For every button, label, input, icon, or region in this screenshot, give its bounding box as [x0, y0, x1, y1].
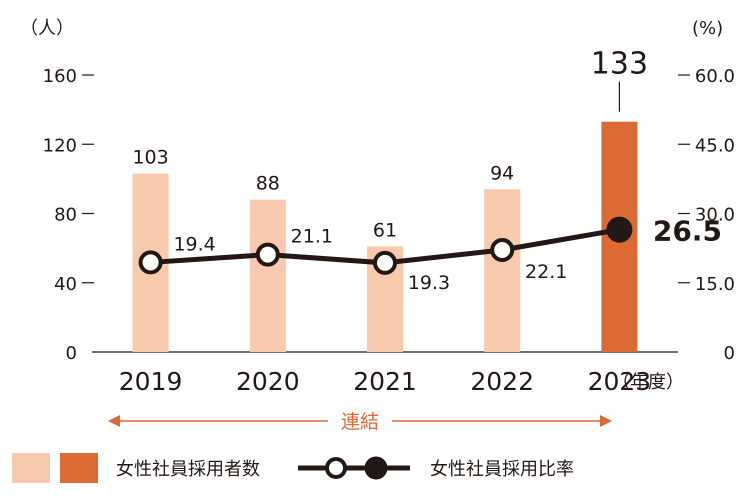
ratio-line: 19.4 21.1 19.3 22.1 26.5 [138, 215, 722, 294]
legend-filled-marker [364, 456, 388, 480]
legend-line-label: 女性社員採用比率 [430, 459, 574, 480]
bar-value-label: 133 [591, 47, 648, 82]
bar-value-label: 88 [256, 173, 280, 195]
legend-bar-label: 女性社員採用者数 [116, 459, 260, 480]
x-tick-label: 2021 [353, 367, 417, 396]
legend-swatch-bar-dark [60, 453, 98, 483]
left-tick-label: 40 [54, 274, 77, 295]
ratio-value-label: 19.3 [408, 272, 450, 294]
right-tick-label: 0 [724, 343, 735, 364]
x-tick-label: 2023 [588, 367, 652, 396]
ratio-point [373, 250, 397, 275]
left-tick-label: 0 [66, 343, 77, 364]
x-tick-label: 2019 [119, 367, 183, 396]
right-tick-label: 15.0 [695, 274, 735, 295]
ratio-point [138, 250, 163, 275]
left-tick-label: 120 [43, 135, 77, 156]
year-suffix: （年度） [612, 372, 684, 393]
scope-arrow-left [108, 415, 120, 427]
scope-indicator: 連結 [108, 411, 612, 433]
bars: 103 88 61 94 133 [132, 47, 648, 353]
bar [249, 199, 286, 352]
bar [484, 189, 521, 352]
right-tick-label: 30.0 [695, 205, 735, 226]
ratio-point [490, 237, 515, 262]
right-axis-unit: (%) [692, 18, 723, 39]
ratio-point [606, 216, 633, 243]
right-tick-label: 45.0 [695, 135, 735, 156]
legend: 女性社員採用者数 女性社員採用比率 [12, 453, 574, 483]
axes: 0 40 80 120 160 0 15.0 30.0 45.0 60.0 [43, 66, 735, 364]
bar-value-label: 94 [490, 162, 514, 184]
x-axis-labels: 2019 2020 2021 2022 2023 [119, 367, 651, 396]
ratio-value-label: 22.1 [525, 261, 567, 283]
left-tick-label: 160 [43, 66, 77, 87]
left-axis-unit: （人） [20, 18, 74, 39]
ratio-value-label: 26.5 [653, 215, 722, 248]
scope-arrow-right [600, 415, 612, 427]
x-tick-label: 2022 [470, 367, 534, 396]
ratio-point [255, 242, 280, 267]
bar-value-label: 61 [373, 219, 397, 241]
right-tick-label: 60.0 [695, 66, 735, 87]
ratio-value-label: 19.4 [173, 233, 215, 255]
ratio-value-label: 21.1 [291, 226, 333, 248]
scope-label: 連結 [341, 411, 379, 433]
x-tick-label: 2020 [236, 367, 300, 396]
bar-value-label: 103 [132, 147, 168, 169]
legend-swatch-bar-light [12, 453, 50, 483]
left-tick-label: 80 [54, 205, 77, 226]
legend-open-marker [325, 457, 347, 479]
